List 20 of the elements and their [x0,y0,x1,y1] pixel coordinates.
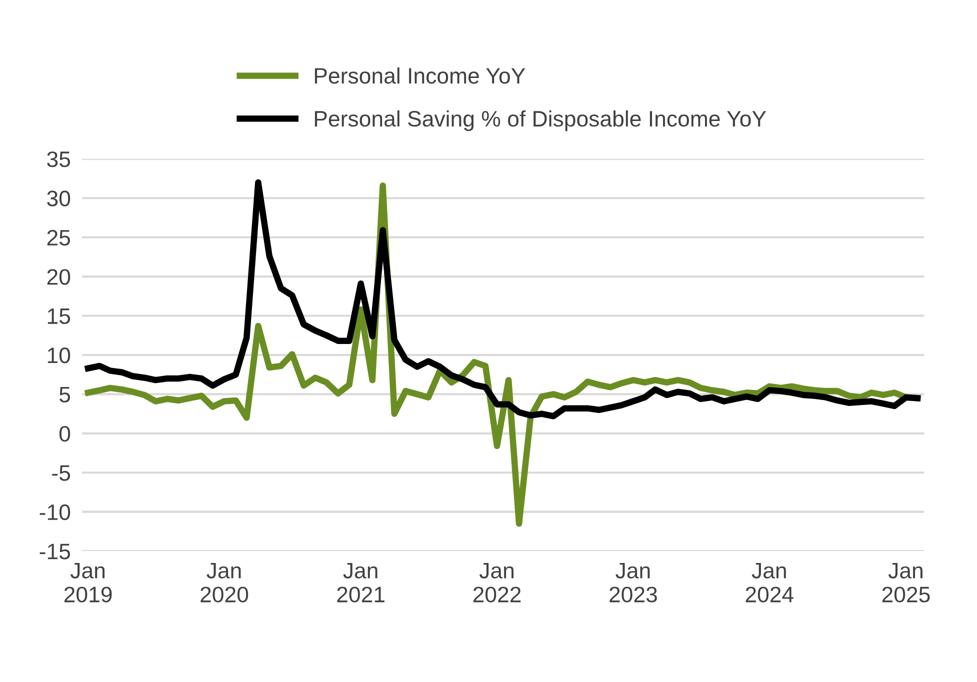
y-tick-label: 5 [59,386,70,402]
y-tick-label: 0 [59,426,70,442]
y-tick-label: 15 [48,308,70,324]
y-tick-label: -5 [52,465,70,481]
y-tick-label: 25 [47,230,70,246]
y-tick-label: -15 [40,544,70,560]
y-tick-label: 30 [47,190,70,206]
x-tick-label: Jan 2022 [473,562,521,602]
legend-label: Personal Income YoY [314,67,526,84]
legend-label: Personal Saving % of Disposable Income YoY [314,110,766,132]
y-tick-label: 35 [47,151,70,168]
x-tick-label: Jan 2025 [882,562,930,602]
x-tick-label: Jan 2019 [64,562,112,602]
y-tick-label: 10 [48,348,70,364]
x-tick-label: Jan 2023 [610,562,657,602]
x-tick-label: Jan 2020 [200,562,248,602]
y-tick-label: 20 [47,269,70,285]
x-tick-label: Jan 2024 [746,562,794,602]
y-tick-label: -10 [40,504,70,520]
x-tick-label: Jan 2021 [337,562,384,602]
